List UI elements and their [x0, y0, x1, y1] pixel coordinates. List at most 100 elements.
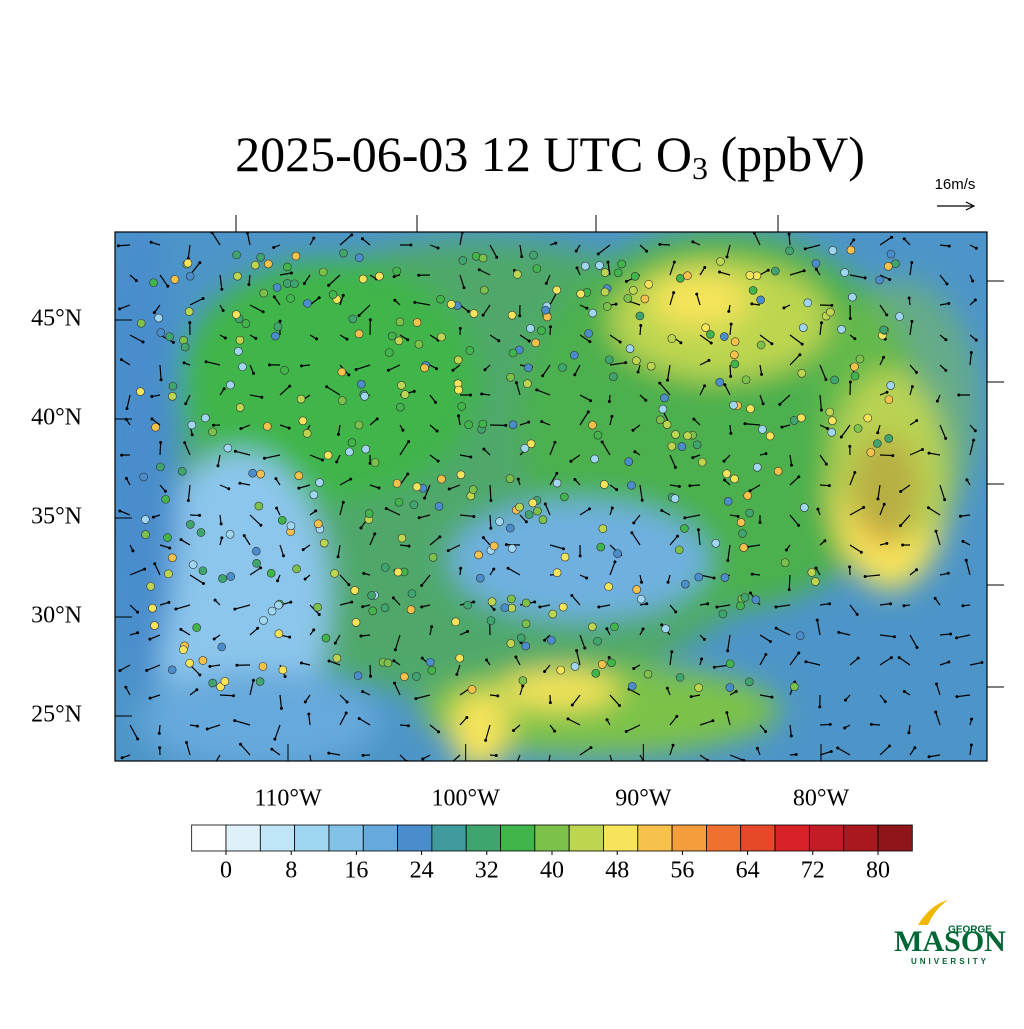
station [413, 483, 421, 491]
station [851, 372, 859, 380]
wind-arrow-head [143, 568, 146, 571]
wind-arrow-head [345, 712, 348, 715]
station [577, 290, 585, 298]
wind-arrow-head [711, 719, 714, 722]
wind-arrow-head [737, 515, 740, 518]
station [455, 386, 463, 394]
station [753, 463, 761, 471]
wind-arrow-head [117, 244, 120, 247]
wind-arrow-head [125, 477, 128, 480]
wind-arrow-head [469, 394, 472, 397]
colorbar-swatch [466, 825, 500, 851]
station [232, 311, 240, 319]
station [155, 314, 163, 322]
colorbar-label: 80 [866, 858, 890, 884]
wind-arrow-head [202, 297, 205, 300]
wind-arrow-head [583, 647, 586, 650]
station [253, 559, 261, 567]
wind-arrow-head [908, 296, 911, 299]
wind-arrow-head [260, 396, 263, 399]
wind-arrow-head [314, 509, 317, 512]
wind-arrow-head [259, 524, 262, 527]
station [581, 262, 589, 270]
wind-arrow-head [575, 249, 578, 252]
station [796, 632, 804, 640]
station [287, 522, 295, 530]
wind-arrow-head [803, 269, 806, 272]
wind-arrow-head [478, 268, 481, 271]
wind-arrow-head [674, 466, 677, 469]
station [524, 364, 532, 372]
wind-arrow-head [910, 261, 913, 264]
wind-arrow-head [829, 723, 832, 726]
wind-arrow-head [121, 756, 124, 759]
wind-arrow-head [307, 713, 310, 716]
wind-arrow-head [744, 422, 747, 425]
colorbar-swatch [295, 825, 329, 851]
wind-arrow-head [798, 353, 801, 356]
wind-arrow-head [934, 597, 937, 600]
wind-arrow-head [407, 440, 410, 443]
wind-arrow-head [205, 360, 208, 363]
station [800, 504, 808, 512]
station [234, 347, 242, 355]
wind-arrow-head [406, 472, 409, 475]
station [624, 294, 632, 302]
station [256, 678, 264, 686]
wind-arrow-head [972, 439, 975, 442]
wind-arrow-head [153, 562, 156, 565]
wind-arrow-head [727, 310, 730, 313]
station [509, 349, 517, 357]
wind-arrow-head [507, 567, 510, 570]
station [257, 253, 265, 261]
station [251, 261, 259, 269]
wind-arrow-head [901, 543, 904, 546]
station [559, 364, 567, 372]
station [508, 544, 516, 552]
colorbar-label: 40 [540, 858, 564, 884]
station [723, 470, 731, 478]
station [283, 263, 291, 271]
wind-arrow-head [358, 717, 361, 720]
station [476, 574, 484, 582]
wind-arrow-head [691, 456, 694, 459]
station [221, 677, 229, 685]
station [395, 337, 403, 345]
wind-arrow-head [472, 600, 475, 603]
lat-label: 35°N [31, 504, 82, 530]
station [636, 312, 644, 320]
wind-arrow-head [975, 247, 978, 250]
station [663, 421, 671, 429]
station [470, 310, 478, 318]
wind-arrow-head [335, 460, 338, 463]
wind-arrow-head [418, 516, 421, 519]
wind-arrow-head [610, 415, 613, 418]
station [271, 332, 279, 340]
wind-arrow-head [588, 507, 591, 510]
wind-arrow-head [437, 730, 440, 733]
lat-label: 45°N [31, 306, 82, 332]
wind-arrow-head [944, 369, 947, 372]
station [605, 356, 613, 364]
wind-arrow-head [220, 522, 223, 525]
station [774, 467, 782, 475]
wind-arrow-head [606, 718, 609, 721]
wind-arrow-head [816, 508, 819, 511]
station [875, 276, 883, 284]
wind-arrow-head [325, 385, 328, 388]
wind-arrow-head [915, 646, 918, 649]
station [303, 299, 311, 307]
station [401, 390, 409, 398]
wind-arrow-head [790, 464, 793, 467]
wind-arrow-head [243, 534, 246, 537]
wind-arrow-head [337, 555, 340, 558]
station [179, 646, 187, 654]
station [469, 486, 477, 494]
station [891, 260, 899, 268]
station [597, 543, 605, 551]
wind-arrow-head [198, 261, 201, 264]
wind-arrow-head [437, 246, 440, 249]
wind-arrow-head [362, 572, 365, 575]
wind-arrow-head [158, 732, 161, 735]
wind-arrow-head [947, 661, 950, 664]
